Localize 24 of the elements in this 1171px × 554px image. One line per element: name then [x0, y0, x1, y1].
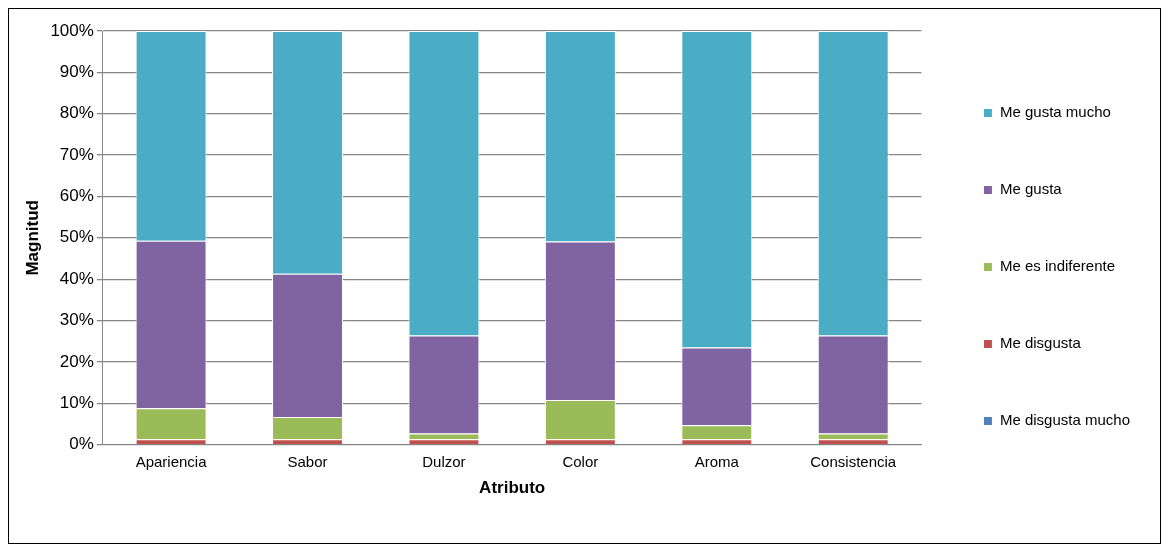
x-tick-label: Apariencia: [135, 452, 208, 470]
x-axis-title: Atributo: [479, 478, 546, 498]
y-tick-label: 40%: [59, 268, 94, 288]
x-tick-label: Sabor: [287, 452, 328, 470]
legend-label: Me gusta mucho: [999, 103, 1111, 121]
y-tick-label: 10%: [59, 392, 94, 412]
x-tick-label: Dulzor: [422, 452, 466, 470]
legend-label: Me disgusta: [999, 334, 1082, 352]
legend-label: Me gusta: [999, 180, 1063, 198]
legend-label: Me es indiferente: [999, 257, 1116, 275]
y-tick-label: 50%: [59, 227, 94, 247]
y-tick-label: 80%: [59, 103, 94, 123]
y-tick-label: 60%: [59, 186, 94, 206]
y-tick-label: 70%: [59, 144, 94, 164]
x-tick-label: Consistencia: [810, 452, 897, 470]
y-tick-label: 0%: [69, 434, 94, 454]
y-axis-title: Magnitud: [22, 200, 42, 276]
legend-label: Me disgusta mucho: [999, 411, 1131, 429]
x-tick-label: Aroma: [694, 452, 740, 470]
y-tick-label: 20%: [59, 351, 94, 371]
y-tick-label: 90%: [59, 62, 94, 82]
y-tick-label: 100%: [50, 20, 94, 40]
x-tick-label: Color: [562, 452, 599, 470]
y-tick-label: 30%: [59, 310, 94, 330]
